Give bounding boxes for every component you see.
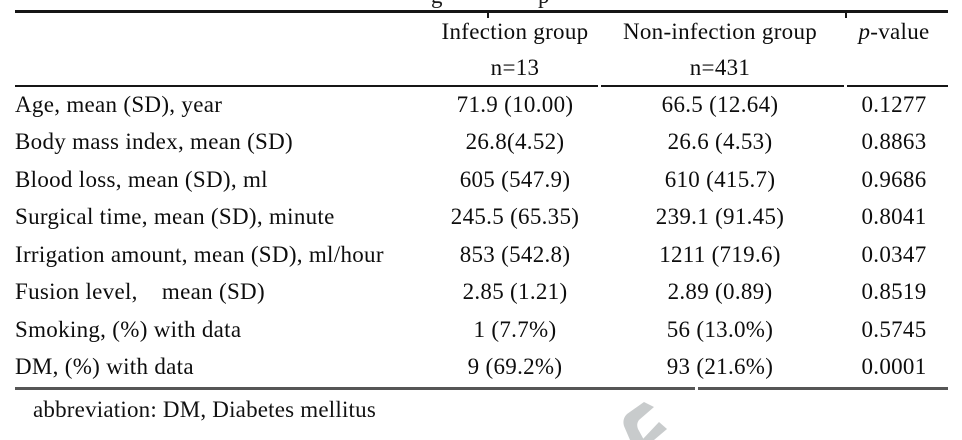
row-label-cell: Smoking, (%) with data	[15, 316, 242, 342]
row-label-cell: Age, mean (SD), year	[15, 91, 223, 117]
non-infection-value-cell: 1211 (719.6)	[659, 241, 781, 267]
header-non-infection-n: n=431	[689, 55, 751, 80]
table-mid-rule	[15, 85, 598, 87]
p-value-cell: 0.8863	[861, 129, 927, 155]
table-footnote: abbreviation: DM, Diabetes mellitus	[33, 397, 376, 422]
column-boundary-tick	[487, 13, 489, 18]
infection-value-cell: 9 (69.2%)	[467, 354, 563, 380]
row-label-cell: Surgical time, mean (SD), minute	[15, 204, 335, 230]
watermark-fragment	[623, 402, 667, 440]
p-value-cell: 0.5745	[861, 316, 927, 342]
p-value-cell: 0.1277	[861, 91, 927, 117]
header-infection-n: n=13	[490, 55, 540, 80]
p-value-cell: 0.9686	[861, 166, 927, 192]
p-value-cell: 0.8041	[861, 204, 927, 230]
table-row: Surgical time, mean (SD), minute 245.5 (…	[15, 199, 948, 237]
table-row: Fusion level, mean (SD) 2.85 (1.21) 2.89…	[15, 274, 948, 312]
header-empty-cell	[15, 50, 430, 86]
comparison-table: Infection group Non-infection group p-va…	[15, 13, 948, 386]
header-p-value: p-value	[840, 13, 948, 50]
infection-value-cell: 245.5 (65.35)	[450, 204, 580, 230]
table-row: Body mass index, mean (SD) 26.8(4.52) 26…	[15, 124, 948, 162]
infection-value-cell: 71.9 (10.00)	[456, 91, 574, 117]
caption-descender-p: p	[538, 0, 550, 9]
p-value-cell: 0.0001	[861, 354, 927, 380]
non-infection-value-cell: 239.1 (91.45)	[655, 204, 785, 230]
cropped-caption-fragment: g p	[0, 0, 962, 9]
header-row-counts: n=13 n=431	[15, 50, 948, 86]
table-row: Smoking, (%) with data 1 (7.7%) 56 (13.0…	[15, 311, 948, 349]
non-infection-value-cell: 26.6 (4.53)	[667, 129, 773, 155]
non-infection-value-cell: 93 (21.6%)	[666, 354, 774, 380]
row-label-cell: Blood loss, mean (SD), ml	[15, 166, 268, 192]
table-row: DM, (%) with data 9 (69.2%) 93 (21.6%) 0…	[15, 349, 948, 387]
table-mid-rule	[601, 85, 844, 87]
non-infection-value-cell: 56 (13.0%)	[666, 316, 774, 342]
table-row: Irrigation amount, mean (SD), ml/hour 85…	[15, 236, 948, 274]
non-infection-value-cell: 2.89 (0.89)	[667, 279, 773, 305]
infection-value-cell: 26.8(4.52)	[465, 129, 565, 155]
infection-value-cell: 1 (7.7%)	[473, 316, 557, 342]
non-infection-value-cell: 66.5 (12.64)	[661, 91, 779, 117]
p-value-cell: 0.0347	[861, 241, 927, 267]
infection-value-cell: 605 (547.9)	[459, 166, 571, 192]
table-bottom-rule	[15, 387, 695, 390]
p-value-italic-p: p	[858, 18, 871, 44]
header-infection-group: Infection group	[441, 18, 589, 44]
row-label-cell: Irrigation amount, mean (SD), ml/hour	[15, 241, 384, 267]
header-empty-cell	[15, 13, 430, 50]
row-label-cell: Body mass index, mean (SD)	[15, 129, 294, 155]
caption-descender-g: g	[431, 0, 443, 9]
header-empty-cell	[840, 50, 948, 86]
row-label-cell: Fusion level, mean (SD)	[15, 279, 265, 305]
header-non-infection-group: Non-infection group	[622, 18, 818, 44]
infection-value-cell: 2.85 (1.21)	[462, 279, 568, 305]
table-row: Age, mean (SD), year 71.9 (10.00) 66.5 (…	[15, 86, 948, 124]
row-label-cell: DM, (%) with data	[15, 354, 194, 380]
table-row: Blood loss, mean (SD), ml 605 (547.9) 61…	[15, 161, 948, 199]
p-value-cell: 0.8519	[861, 279, 927, 305]
header-row-groups: Infection group Non-infection group p-va…	[15, 13, 948, 50]
table-body: Age, mean (SD), year 71.9 (10.00) 66.5 (…	[15, 86, 948, 386]
table-bottom-rule	[698, 387, 948, 390]
table-mid-rule	[847, 85, 948, 87]
table-header: Infection group Non-infection group p-va…	[15, 13, 948, 86]
non-infection-value-cell: 610 (415.7)	[664, 166, 776, 192]
table-top-rule	[15, 10, 948, 13]
infection-value-cell: 853 (542.8)	[459, 241, 571, 267]
p-value-rest: -value	[870, 18, 930, 44]
column-boundary-tick	[845, 13, 847, 18]
